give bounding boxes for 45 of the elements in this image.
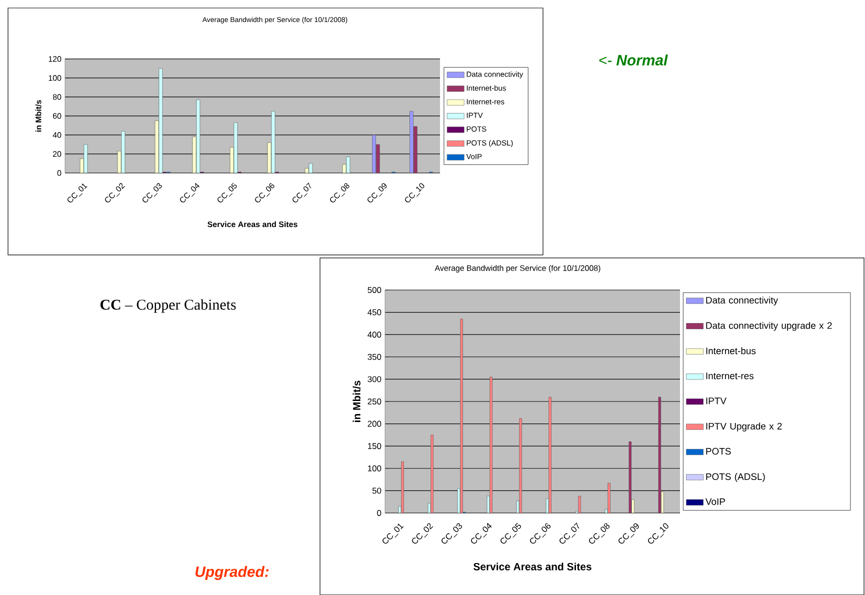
bar: [84, 144, 88, 174]
bar: [430, 434, 434, 514]
legend-label: POTS (ADSL): [706, 473, 765, 482]
y-tick-label: 200: [368, 420, 382, 427]
bar: [121, 131, 126, 174]
y-axis-title: in Mbit/s: [352, 380, 361, 422]
legend-label: IPTV Upgrade x 2: [706, 422, 782, 432]
y-tick-label: 250: [368, 398, 382, 404]
y-tick-label: 150: [368, 443, 382, 450]
bar: [346, 156, 350, 174]
y-tick-label: 300: [368, 376, 382, 382]
bar: [234, 122, 238, 174]
bar: [658, 396, 662, 514]
x-axis-title: Service Areas and Sites: [474, 562, 592, 570]
bar: [308, 163, 313, 174]
text: CC – Copper Cabinets: [100, 299, 236, 313]
bar: [460, 318, 463, 514]
legend-label: IPTV: [706, 398, 726, 404]
bar: [608, 482, 610, 514]
bar: [271, 111, 276, 174]
legend-label: VoIP: [706, 498, 725, 505]
legend-label: Data connectivity: [706, 296, 778, 306]
y-tick-label: 450: [368, 309, 382, 316]
text: <- Normal: [599, 54, 668, 66]
bar: [628, 441, 632, 514]
bar: [158, 68, 163, 174]
y-tick-label: 400: [368, 332, 382, 338]
text: Upgraded:: [196, 566, 269, 580]
bar: [196, 100, 200, 174]
bar: [578, 496, 581, 514]
bar: [372, 134, 376, 174]
y-tick-label: 500: [368, 287, 382, 293]
y-tick-label: 0: [377, 510, 382, 516]
legend-label: POTS: [706, 448, 731, 455]
y-tick-label: 100: [368, 465, 382, 472]
bar: [490, 376, 492, 514]
legend-label: Internet-bus: [706, 347, 756, 354]
y-tick-label: 350: [368, 354, 382, 360]
bar: [401, 462, 404, 514]
bar: [519, 418, 522, 514]
y-tick-label: 50: [372, 488, 382, 494]
legend-label: Internet-res: [706, 372, 754, 380]
legend-label: Data connectivity upgrade x 2: [706, 322, 832, 331]
bar: [410, 111, 414, 174]
bar: [548, 396, 552, 514]
